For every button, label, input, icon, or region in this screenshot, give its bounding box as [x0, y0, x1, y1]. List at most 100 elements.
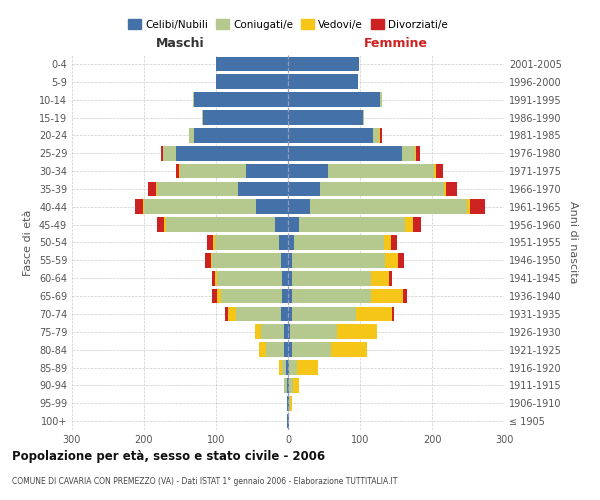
Bar: [217, 271, 282, 285]
Bar: [292, 271, 371, 285]
Bar: [288, 146, 402, 160]
Bar: [236, 306, 281, 322]
Bar: [289, 360, 296, 375]
Text: COMUNE DI CAVARIA CON PREMEZZO (VA) - Dati ISTAT 1° gennaio 2006 - Elaborazione : COMUNE DI CAVARIA CON PREMEZZO (VA) - Da…: [12, 478, 397, 486]
Bar: [281, 360, 286, 375]
Bar: [379, 128, 380, 142]
Bar: [282, 271, 288, 285]
Bar: [288, 110, 363, 125]
Bar: [202, 110, 203, 125]
Bar: [292, 342, 331, 357]
Bar: [288, 92, 380, 107]
Bar: [288, 271, 292, 285]
Bar: [266, 342, 284, 357]
Bar: [208, 235, 213, 250]
Y-axis label: Anni di nascita: Anni di nascita: [568, 201, 578, 284]
Bar: [217, 289, 221, 304]
Bar: [444, 182, 446, 196]
Bar: [470, 200, 485, 214]
Bar: [143, 200, 144, 214]
Bar: [211, 253, 212, 268]
Bar: [288, 306, 292, 322]
Bar: [275, 218, 288, 232]
Bar: [281, 306, 288, 322]
Bar: [180, 164, 246, 178]
Bar: [296, 360, 318, 375]
Bar: [434, 164, 436, 178]
Bar: [289, 378, 293, 392]
Bar: [148, 182, 155, 196]
Bar: [179, 164, 180, 178]
Bar: [288, 218, 299, 232]
Bar: [288, 289, 292, 304]
Bar: [215, 271, 217, 285]
Bar: [288, 360, 289, 375]
Bar: [288, 200, 310, 214]
Bar: [164, 218, 166, 232]
Bar: [373, 128, 379, 142]
Bar: [286, 360, 288, 375]
Bar: [288, 182, 320, 196]
Y-axis label: Fasce di età: Fasce di età: [23, 210, 33, 276]
Text: Femmine: Femmine: [364, 36, 428, 50]
Bar: [212, 289, 217, 304]
Bar: [280, 235, 288, 250]
Bar: [380, 128, 382, 142]
Bar: [282, 289, 288, 304]
Bar: [288, 396, 289, 410]
Bar: [193, 92, 194, 107]
Bar: [287, 378, 288, 392]
Bar: [259, 342, 266, 357]
Bar: [290, 324, 337, 339]
Bar: [144, 200, 256, 214]
Bar: [389, 271, 392, 285]
Bar: [398, 253, 404, 268]
Text: Popolazione per età, sesso e stato civile - 2006: Popolazione per età, sesso e stato civil…: [12, 450, 325, 463]
Bar: [288, 253, 292, 268]
Bar: [238, 182, 288, 196]
Bar: [155, 182, 157, 196]
Bar: [280, 360, 281, 375]
Bar: [157, 218, 164, 232]
Bar: [216, 56, 288, 71]
Bar: [290, 396, 292, 410]
Bar: [356, 306, 392, 322]
Bar: [194, 128, 288, 142]
Bar: [216, 74, 288, 89]
Bar: [288, 342, 292, 357]
Bar: [213, 235, 215, 250]
Bar: [391, 235, 397, 250]
Bar: [157, 182, 238, 196]
Bar: [292, 306, 356, 322]
Bar: [467, 200, 470, 214]
Text: Maschi: Maschi: [155, 36, 205, 50]
Bar: [403, 289, 407, 304]
Bar: [446, 182, 457, 196]
Bar: [212, 271, 215, 285]
Bar: [292, 253, 385, 268]
Bar: [288, 164, 328, 178]
Bar: [288, 74, 358, 89]
Bar: [384, 235, 391, 250]
Legend: Celibi/Nubili, Coniugati/e, Vedovi/e, Divorziati/e: Celibi/Nubili, Coniugati/e, Vedovi/e, Di…: [124, 15, 452, 34]
Bar: [188, 128, 194, 142]
Bar: [287, 396, 288, 410]
Bar: [380, 92, 382, 107]
Bar: [310, 200, 467, 214]
Bar: [284, 324, 288, 339]
Bar: [288, 324, 290, 339]
Bar: [299, 218, 406, 232]
Bar: [320, 182, 444, 196]
Bar: [163, 146, 176, 160]
Bar: [363, 110, 364, 125]
Bar: [328, 164, 434, 178]
Bar: [337, 324, 377, 339]
Bar: [255, 324, 260, 339]
Bar: [227, 306, 236, 322]
Bar: [256, 200, 288, 214]
Bar: [221, 289, 282, 304]
Bar: [385, 253, 398, 268]
Bar: [284, 342, 288, 357]
Bar: [294, 235, 384, 250]
Bar: [331, 342, 367, 357]
